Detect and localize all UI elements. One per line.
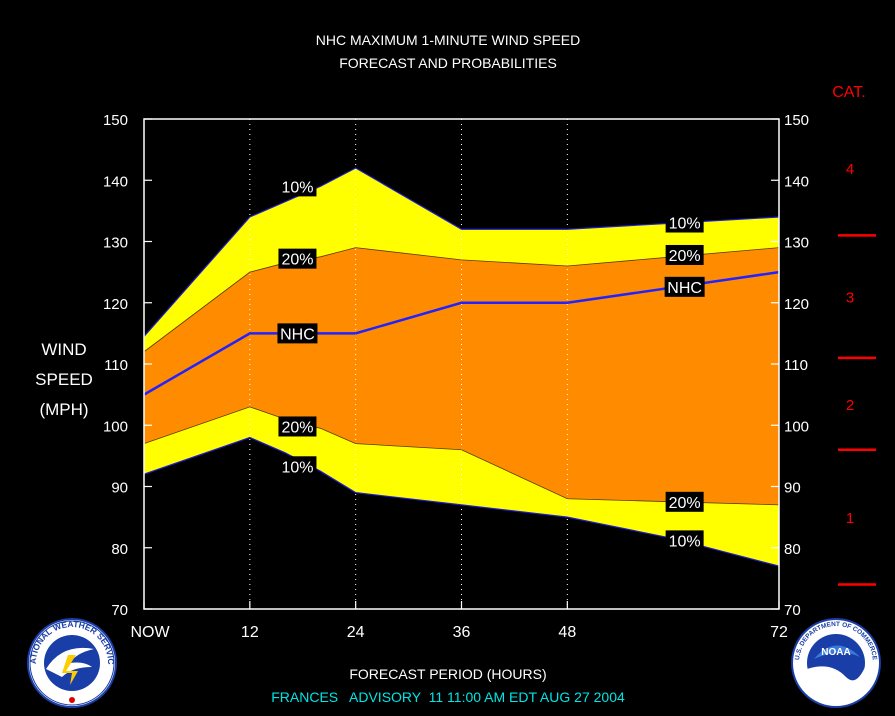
y-tick-label-right-120: 120 <box>784 296 809 313</box>
y-axis-title-line-2: SPEED <box>35 370 93 389</box>
band-label-0: 10% <box>281 179 313 196</box>
chart-title: NHC MAXIMUM 1-MINUTE WIND SPEED <box>316 32 580 48</box>
band-label-box-6 <box>665 244 704 265</box>
band-20-percent <box>144 247 779 505</box>
national-weather-service-seal: NATIONAL WEATHER SERVICE <box>27 618 117 708</box>
chart-subtitle: FORECAST AND PROBABILITIES <box>339 55 557 71</box>
y-axis-title: WIND SPEED (MPH) <box>35 340 93 419</box>
y-axis-ticks: 70 70 80 80 90 90 100 100 110 110 120 120 130 130 140 1… <box>103 112 809 619</box>
category-title: CAT. <box>832 84 865 101</box>
x-axis-title: FORECAST PERIOD (HOURS) <box>349 666 546 682</box>
band-label-6: 20% <box>669 248 701 265</box>
band-label-box-5 <box>665 212 704 233</box>
y-tick-label-right-70: 70 <box>784 602 801 619</box>
y-tick-label-left-90: 90 <box>111 480 128 497</box>
y-tick-label-left-140: 140 <box>103 173 128 190</box>
y-tick-label-left-70: 70 <box>111 602 128 619</box>
edge-upper-10-percent <box>143 167 780 337</box>
y-tick-label-right-150: 150 <box>784 112 809 129</box>
band-label-box-8 <box>665 491 704 512</box>
y-tick-label-right-110: 110 <box>784 357 808 374</box>
noaa-seal-title: NOAA <box>821 647 850 658</box>
noaa-seal: NOAA U.S. DEPARTMENT OF COMMERCE <box>791 618 881 708</box>
band-label-box-3 <box>278 416 317 437</box>
x-tick-label-48: 48 <box>558 624 576 641</box>
y-tick-label-left-130: 130 <box>103 235 128 252</box>
y-tick-label-left-100: 100 <box>103 418 128 435</box>
band-labels: 10% 20% NHC 20% 10% 10% 20% NHC 20% 10% <box>277 176 705 551</box>
band-label-8: 20% <box>669 495 701 512</box>
band-label-1: 20% <box>281 252 313 269</box>
x-tick-label-NOW: NOW <box>130 624 170 641</box>
x-axis-ticks: NOW 12 24 36 48 72 <box>130 601 788 641</box>
y-axis-title-line-1: WIND <box>41 340 86 359</box>
x-tick-label-12: 12 <box>241 624 259 641</box>
edge-lower-10-percent <box>143 436 780 567</box>
gridlines <box>249 119 568 609</box>
y-tick-label-left-120: 120 <box>103 296 128 313</box>
x-tick-label-36: 36 <box>453 624 471 641</box>
y-tick-label-left-150: 150 <box>103 112 128 129</box>
x-tick-label-72: 72 <box>770 624 788 641</box>
y-tick-label-right-90: 90 <box>784 480 801 497</box>
y-tick-label-right-140: 140 <box>784 173 809 190</box>
band-label-3: 20% <box>281 419 313 436</box>
band-label-box-2 <box>277 323 318 344</box>
band-label-7: NHC <box>667 280 702 297</box>
category-scale: 1 2 3 4 <box>838 161 876 586</box>
band-edges <box>143 167 780 567</box>
band-label-box-4 <box>278 456 317 477</box>
y-tick-label-right-80: 80 <box>784 541 801 558</box>
edge-upper-20-percent <box>143 247 780 353</box>
band-label-box-1 <box>278 248 317 269</box>
category-label-3: 3 <box>846 290 854 307</box>
band-label-9: 10% <box>669 533 701 550</box>
edge-lower-20-percent <box>143 406 780 506</box>
band-label-box-9 <box>665 530 704 551</box>
y-axis-title-line-3: (MPH) <box>39 400 88 419</box>
category-label-4: 4 <box>846 161 854 178</box>
band-label-box-0 <box>278 176 317 197</box>
category-label-2: 2 <box>846 397 854 414</box>
category-label-1: 1 <box>846 510 854 527</box>
band-label-4: 10% <box>281 459 313 476</box>
y-tick-label-right-130: 130 <box>784 235 809 252</box>
x-tick-label-24: 24 <box>347 624 365 641</box>
y-tick-label-right-100: 100 <box>784 418 809 435</box>
y-tick-label-left-80: 80 <box>111 541 128 558</box>
band-label-2: NHC <box>280 326 315 343</box>
y-tick-label-left-110: 110 <box>104 357 128 374</box>
band-label-box-7 <box>664 276 705 297</box>
advisory-text: FRANCES ADVISORY 11 11:00 AM EDT AUG 27 … <box>271 689 625 705</box>
band-label-5: 10% <box>669 216 701 233</box>
